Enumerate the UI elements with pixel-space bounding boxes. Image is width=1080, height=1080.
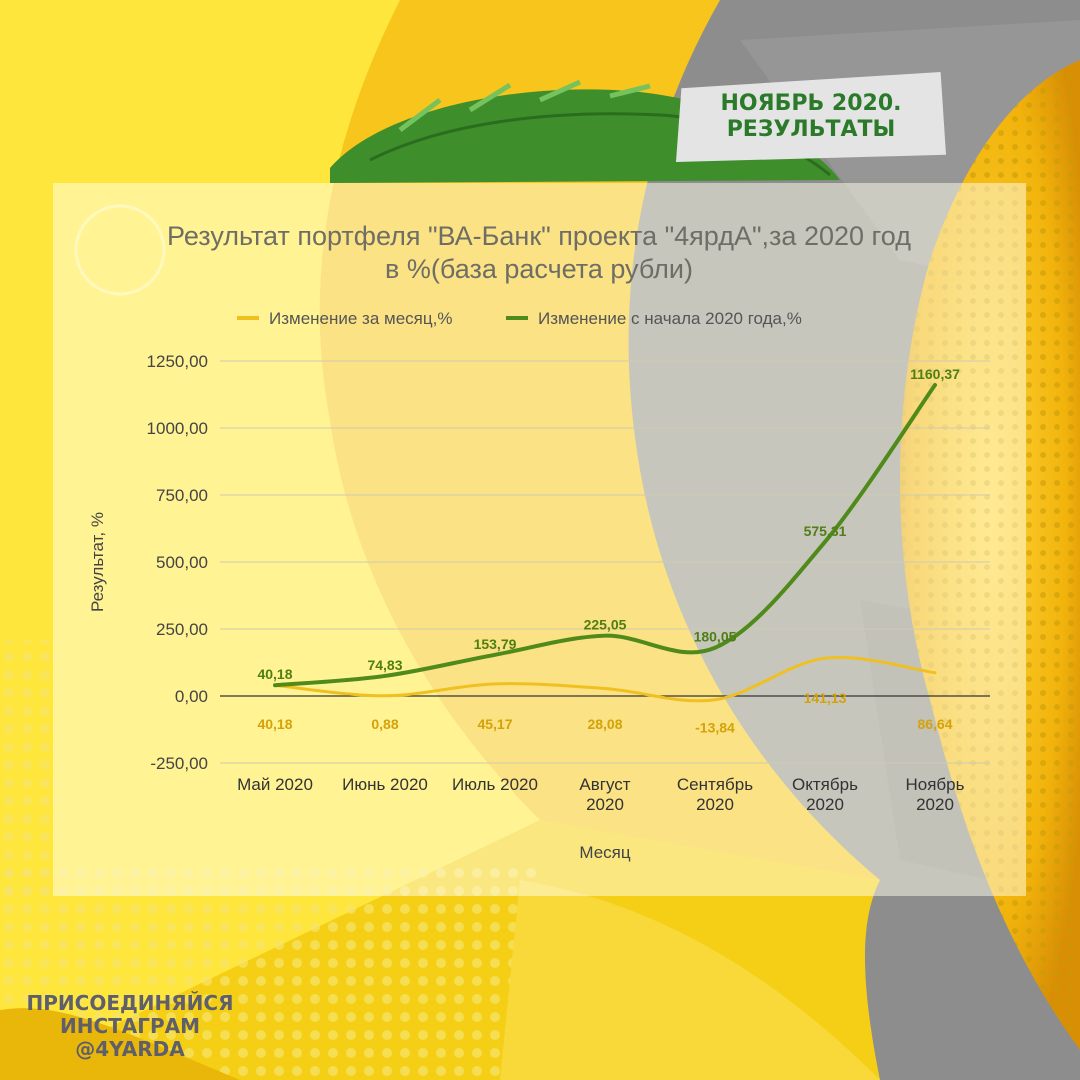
monthly-data-label: -13,84 bbox=[695, 720, 735, 736]
legend-label-1: Изменение за месяц,% bbox=[269, 309, 452, 328]
x-tick-label: 2020 bbox=[696, 795, 734, 814]
y-tick-label: 1250,00 bbox=[147, 352, 208, 371]
cumulative-data-label: 74,83 bbox=[367, 657, 402, 673]
x-tick-label: Май 2020 bbox=[237, 775, 313, 794]
y-tick-label: 500,00 bbox=[156, 553, 208, 572]
x-tick-label: Октябрь bbox=[792, 775, 858, 794]
monthly-data-label: 141,13 bbox=[804, 690, 847, 706]
x-tick-label: 2020 bbox=[806, 795, 844, 814]
y-tick-label: -250,00 bbox=[150, 754, 208, 773]
legend-label-2: Изменение с начала 2020 года,% bbox=[538, 309, 802, 328]
y-tick-label: 1000,00 bbox=[147, 419, 208, 438]
x-tick-label: Сентябрь bbox=[677, 775, 753, 794]
x-tick-label: Июль 2020 bbox=[452, 775, 538, 794]
footer-line-1: ПРИСОЕДИНЯЙСЯ bbox=[26, 991, 234, 1015]
cumulative-data-label: 1160,37 bbox=[910, 366, 960, 382]
monthly-data-label: 86,64 bbox=[917, 716, 952, 732]
monthly-data-label: 0,88 bbox=[371, 716, 398, 732]
monthly-data-label: 28,08 bbox=[587, 716, 622, 732]
chart-title-line-2: в %(база расчета рубли) bbox=[385, 254, 693, 284]
x-axis-title: Месяц bbox=[579, 843, 631, 862]
cumulative-data-label: 180,05 bbox=[694, 629, 737, 645]
monthly-data-label: 40,18 bbox=[257, 716, 292, 732]
footer-line-2: ИНСТАГРАМ bbox=[59, 1014, 201, 1038]
y-tick-label: 750,00 bbox=[156, 486, 208, 505]
y-tick-label: 0,00 bbox=[175, 687, 208, 706]
x-tick-label: Ноябрь bbox=[906, 775, 965, 794]
cumulative-change-line bbox=[273, 383, 937, 688]
badge-line-2: РЕЗУЛЬТАТЫ bbox=[726, 117, 896, 142]
instagram-footer: ПРИСОЕДИНЯЙСЯ ИНСТАГРАМ @4YARDA bbox=[16, 992, 244, 1061]
cumulative-data-label: 153,79 bbox=[474, 636, 517, 652]
monthly-data-label: 45,17 bbox=[477, 716, 512, 732]
results-badge: НОЯБРЬ 2020. РЕЗУЛЬТАТЫ bbox=[676, 72, 946, 162]
x-tick-label: Август bbox=[579, 775, 630, 794]
line-chart: Результат портфеля "ВА-Банк" проекта "4я… bbox=[88, 221, 990, 862]
badge-line-1: НОЯБРЬ 2020. bbox=[720, 91, 902, 116]
x-tick-label: 2020 bbox=[586, 795, 624, 814]
cumulative-data-label: 575,31 bbox=[804, 523, 847, 539]
monthly-change-line bbox=[273, 655, 937, 703]
chart-panel: Результат портфеля "ВА-Банк" проекта "4я… bbox=[53, 183, 1026, 896]
y-tick-label: 250,00 bbox=[156, 620, 208, 639]
y-axis-title: Результат, % bbox=[88, 512, 107, 612]
cumulative-data-label: 225,05 bbox=[584, 617, 627, 633]
x-tick-label: 2020 bbox=[916, 795, 954, 814]
cumulative-data-label: 40,18 bbox=[257, 666, 292, 682]
footer-line-3: @4YARDA bbox=[75, 1037, 185, 1061]
x-tick-label: Июнь 2020 bbox=[342, 775, 428, 794]
chart-title-line-1: Результат портфеля "ВА-Банк" проекта "4я… bbox=[167, 221, 911, 251]
